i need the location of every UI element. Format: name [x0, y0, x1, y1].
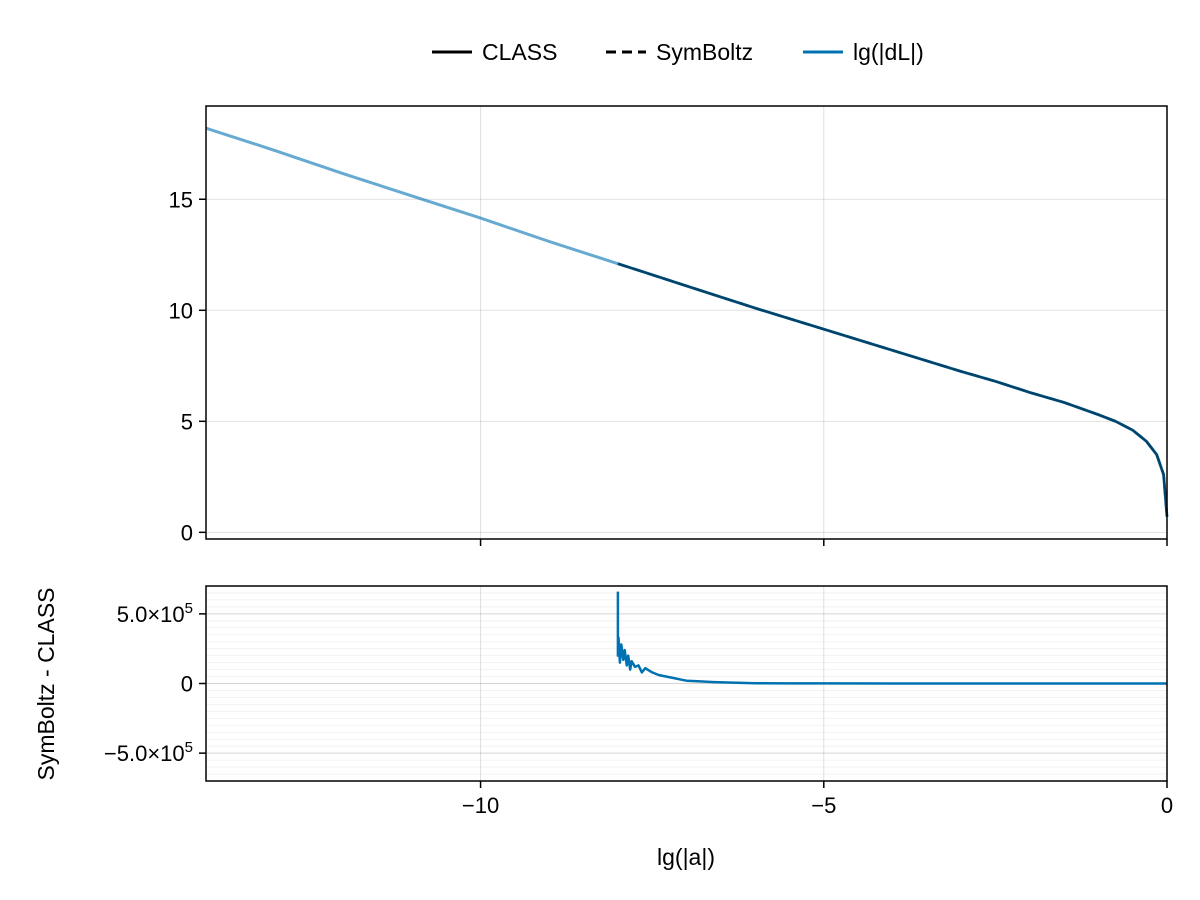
top-series [205, 126, 1169, 517]
top-series-line-symboltz [617, 262, 1169, 517]
top-y-tick-label: 10 [169, 298, 193, 323]
legend-label-lgdl: lg(|dL|) [853, 39, 924, 65]
top-series-line-lgdl [205, 126, 1169, 517]
legend: CLASS SymBoltz lg(|dL|) [432, 39, 924, 65]
top-y-tick-label: 15 [169, 187, 193, 212]
top-y-tick-label: 5 [181, 409, 193, 434]
bottom-x-tick-label: −10 [462, 793, 499, 818]
top-grid [206, 106, 1168, 539]
legend-label-class: CLASS [482, 39, 557, 65]
bottom-y-tick-label: −5.0×105 [104, 739, 193, 766]
top-plot-frame [205, 105, 1168, 540]
bottom-y-tick-label: 5.0×105 [117, 600, 193, 627]
top-ticks: 0 5 10 15 [169, 187, 1168, 546]
x-axis-label: lg(|a|) [657, 844, 715, 870]
bottom-x-tick-label: −5 [811, 793, 836, 818]
top-series-line-class [617, 262, 1169, 517]
top-y-tick-label: 0 [181, 520, 193, 545]
bottom-series [616, 591, 1167, 685]
y-axis-label-bottom: SymBoltz - CLASS [33, 588, 59, 781]
bottom-x-tick-label: 0 [1161, 793, 1173, 818]
bottom-panel: −10 −5 0 −5.0×105 0 5.0×105 lg(|a|) SymBoltz … [33, 585, 1173, 870]
top-panel: 0 5 10 15 [169, 105, 1169, 546]
bottom-y-tick-label: 0 [181, 672, 193, 697]
bottom-ticks: −10 −5 0 −5.0×105 0 5.0×105 [104, 600, 1173, 818]
legend-label-symboltz: SymBoltz [656, 39, 753, 65]
bottom-series-line-diff [616, 591, 1167, 685]
